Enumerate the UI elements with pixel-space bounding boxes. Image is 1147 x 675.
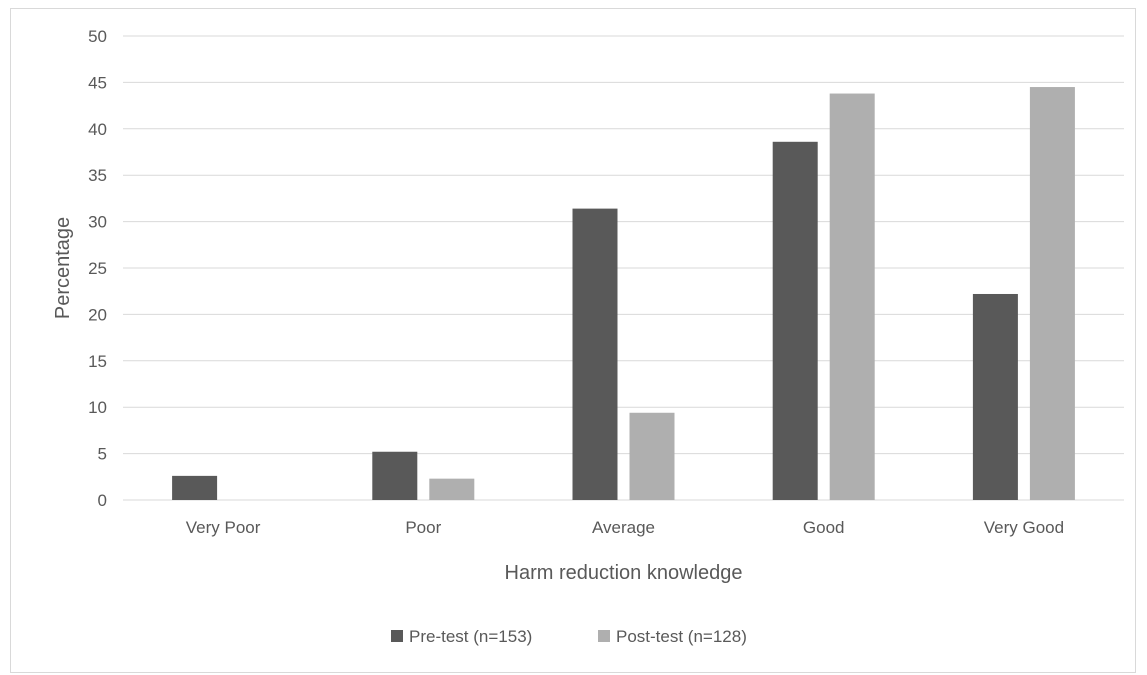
x-tick-label: Average [592,518,655,537]
y-tick-label: 50 [88,27,107,46]
legend: Pre-test (n=153) Post-test (n=128) [391,627,747,646]
legend-swatch [391,630,403,642]
bar [772,141,818,501]
x-tick-label: Poor [405,518,441,537]
x-tick-label: Good [803,518,845,537]
bar [429,478,475,500]
y-tick-label: 35 [88,166,107,185]
x-axis-title: Harm reduction knowledge [505,562,743,584]
bar [829,93,875,500]
bar [1029,87,1075,500]
legend-swatch [598,630,610,642]
y-axis-title: Percentage [52,217,74,319]
bar-chart: 0 5 10 15 20 25 30 35 40 45 50 Very Poor Poor Averag… [52,27,1124,646]
bar [972,293,1018,500]
bar [172,475,218,500]
y-tick-labels: 0 5 10 15 20 25 30 35 40 45 50 [88,27,107,510]
x-tick-label: Very Good [984,518,1064,537]
y-tick-label: 10 [88,398,107,417]
bar [372,451,418,500]
legend-label: Pre-test (n=153) [409,627,532,646]
y-tick-label: 15 [88,352,107,371]
y-tick-label: 20 [88,305,107,324]
y-tick-label: 40 [88,120,107,139]
y-tick-label: 45 [88,73,107,92]
chart-frame: 0 5 10 15 20 25 30 35 40 45 50 Very Poor Poor Averag… [10,8,1136,673]
x-tick-label: Very Poor [186,518,261,537]
y-tick-label: 0 [98,491,107,510]
bars [172,87,1075,501]
x-tick-labels: Very Poor Poor Average Good Very Good [186,518,1064,537]
y-tick-label: 30 [88,213,107,232]
y-tick-label: 25 [88,259,107,278]
bar [572,208,618,500]
gridlines [123,35,1124,501]
bar [629,412,675,500]
legend-label: Post-test (n=128) [616,627,747,646]
y-tick-label: 5 [98,445,107,464]
